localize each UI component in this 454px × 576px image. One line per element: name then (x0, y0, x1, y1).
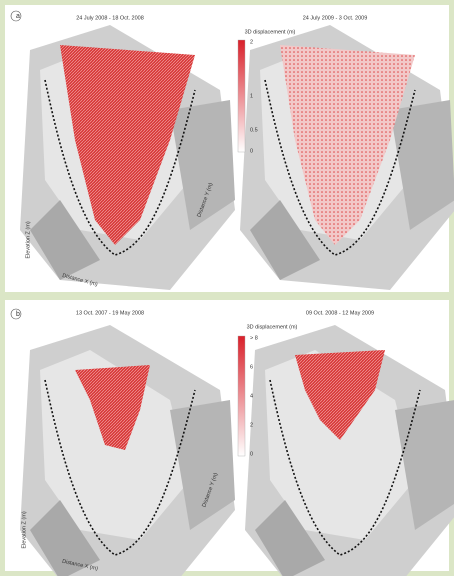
colorbar-tick: 4 (250, 393, 253, 399)
figure: a 24 July 2008 - 18 Oct. 2008 24 July 20… (0, 0, 454, 576)
panel-label: b (16, 311, 20, 318)
map-title: 24 July 2008 - 18 Oct. 2008 (76, 15, 144, 21)
colorbar-title: 3D displacement (m) (247, 324, 298, 330)
map-title: 13 Oct. 2007 - 19 May 2008 (76, 310, 144, 316)
colorbar-tick: 0 (250, 148, 253, 154)
colorbar (238, 40, 245, 152)
page: a 24 July 2008 - 18 Oct. 2008 24 July 20… (0, 0, 454, 576)
colorbar-tick: 0 (250, 451, 253, 457)
panel-label: a (16, 13, 20, 20)
colorbar (238, 336, 245, 456)
colorbar-tick: > 8 (250, 335, 258, 341)
axis-label: Elevation Z (m) (25, 221, 31, 258)
colorbar-title: 3D displacement (m) (245, 29, 296, 35)
axis-label: Elevation Z (m) (21, 511, 27, 548)
colorbar-tick: 0.5 (250, 127, 258, 133)
map-title: 24 July 2009 - 3 Oct. 2009 (303, 15, 368, 21)
colorbar-tick: 6 (250, 364, 253, 370)
map-title: 09 Oct. 2008 - 12 May 2009 (306, 310, 374, 316)
colorbar-tick: 2 (250, 422, 253, 428)
colorbar-tick: 1 (250, 93, 253, 99)
colorbar-tick: 2 (250, 39, 253, 45)
